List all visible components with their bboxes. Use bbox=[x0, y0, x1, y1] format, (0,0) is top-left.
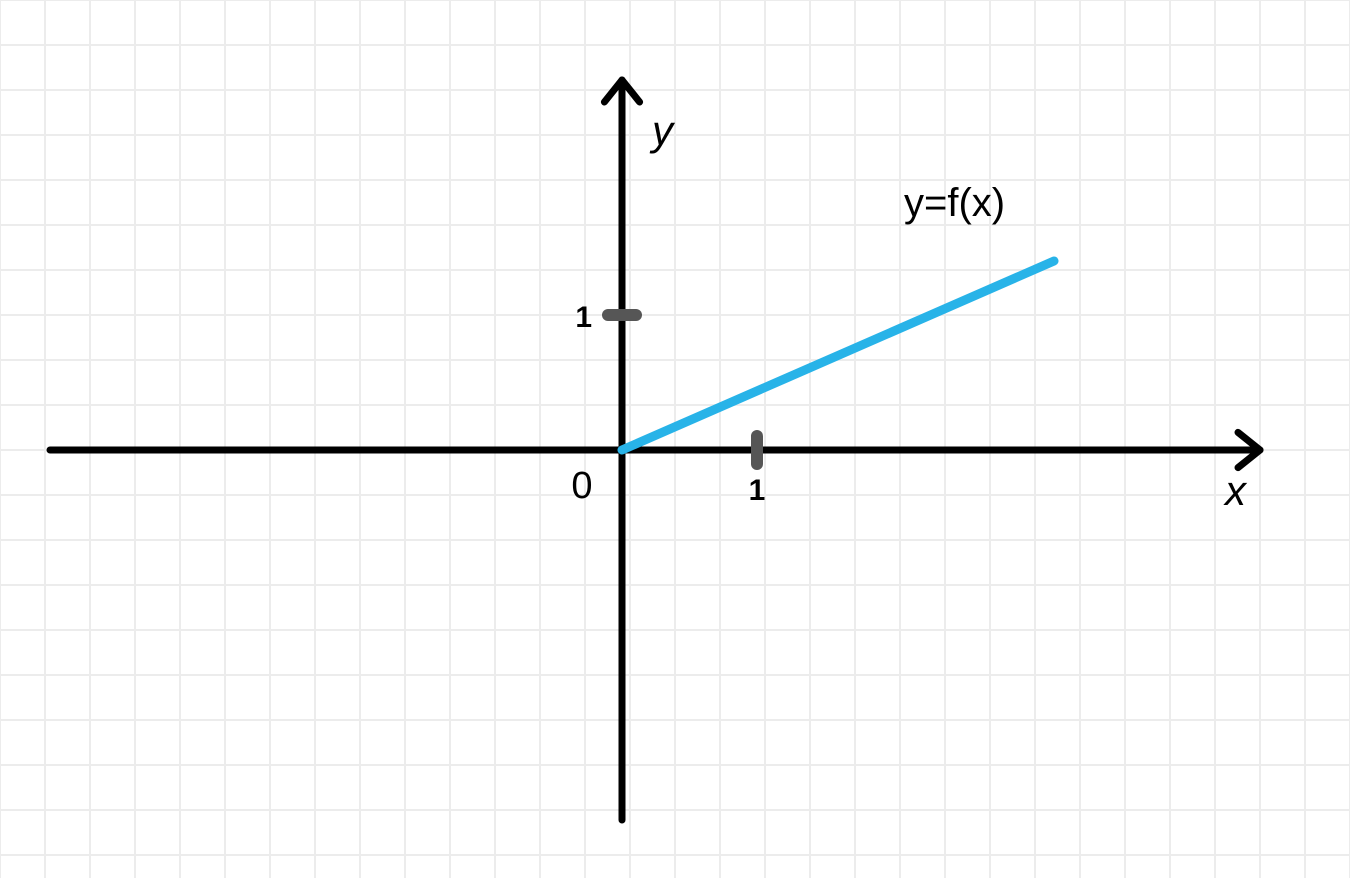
function-label: y=f(x) bbox=[904, 181, 1005, 225]
x-tick-1-label: 1 bbox=[749, 474, 766, 507]
x-axis-label: x bbox=[1223, 467, 1248, 514]
origin-label: 0 bbox=[571, 465, 592, 507]
function-plot: y x 0 1 1 y=f(x) bbox=[0, 0, 1350, 878]
y-tick-1-label: 1 bbox=[575, 301, 592, 334]
y-axis-label: y bbox=[649, 107, 676, 154]
